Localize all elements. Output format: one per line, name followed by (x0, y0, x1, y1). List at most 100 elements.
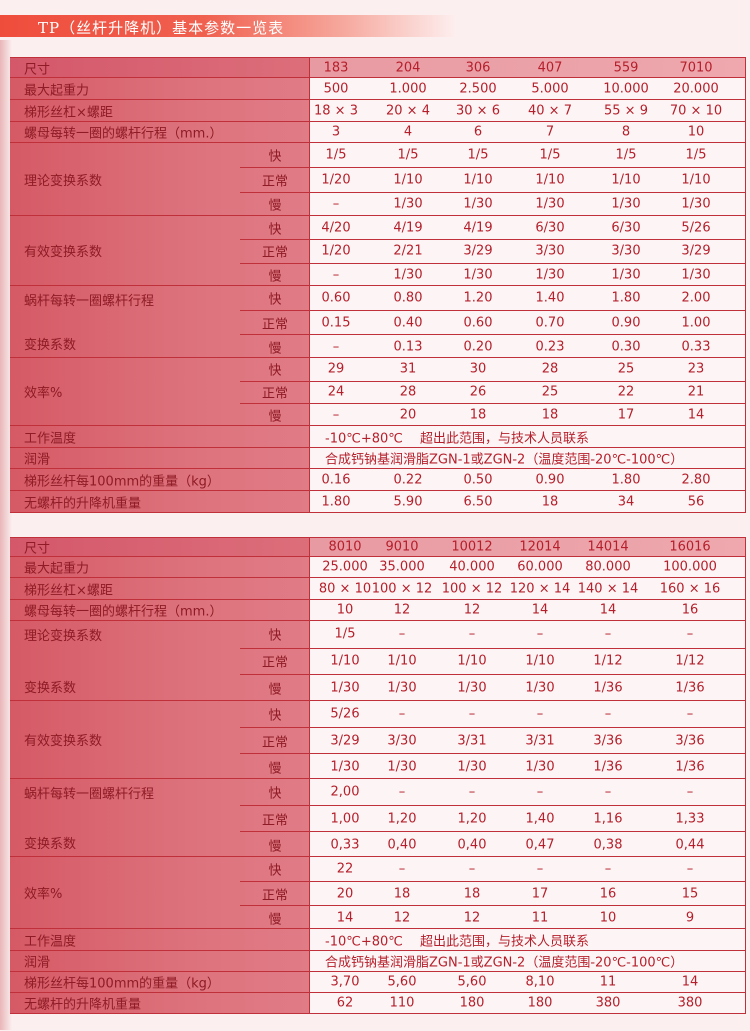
table-row: 工作温度 -10℃+80℃ 超出此范围，与技术人员联系 (10, 929, 745, 951)
sub-row: 正常 1/10 1/10 1/10 1/10 1/12 1/12 (240, 647, 745, 675)
value-cell: 1,40 (525, 811, 555, 826)
size-model: 407 (537, 60, 563, 75)
speed-label-cell: 慢 (240, 335, 310, 358)
value-cell: 25 (541, 384, 559, 400)
value-cell: 1/30 (393, 267, 423, 283)
table-row: 螺母每转一圈的螺杆行程（mm.） 3 4 6 7 8 10 (10, 122, 745, 143)
group-label-line: 效率% (24, 386, 63, 401)
speed-label-cell: 慢 (240, 832, 310, 857)
group-label: 蜗杆每转一圈螺杆行程 变换系数 (24, 783, 154, 852)
speed-label-cell: 正常 (240, 382, 310, 404)
speed-label: 慢 (268, 912, 282, 927)
value-cell: 3/29 (330, 733, 360, 748)
value-cell: 0.15 (321, 315, 351, 330)
sub-row: 慢 1/30 1/30 1/30 1/30 1/36 1/36 (240, 674, 745, 701)
group-label-line: 蜗杆每转一圈螺杆行程 (24, 787, 155, 802)
sub-row: 快 5/26 – – – – – (240, 701, 745, 727)
row-label: 润滑 (24, 452, 51, 468)
value-cell: 29 (327, 361, 345, 377)
row-values-cell: 80 × 10 100 × 12 100 × 12 120 × 14 140 × 14 1… (310, 578, 745, 599)
group-label-line: 有效变换系数 (24, 245, 103, 260)
speed-label-cell: 正常 (240, 728, 310, 753)
size-model: 14014 (587, 539, 629, 555)
value-cell: 16 (681, 602, 699, 618)
value-cell: – (468, 626, 476, 642)
value-cell: – (686, 784, 694, 800)
value-cell: – (604, 784, 612, 800)
value-cell: 0.40 (393, 315, 423, 330)
value-cell: 1/5 (334, 626, 356, 642)
value-cell: 1/10 (611, 172, 641, 188)
row-values-cell: 25.000 35.000 40.000 60.000 80.000 100.000 (310, 557, 745, 577)
value-cell: 1/5 (397, 147, 419, 163)
speed-label: 快 (268, 628, 282, 644)
value-cell: 14 (681, 974, 699, 990)
value-cell: 10 (687, 124, 705, 140)
value-cell: 28 (541, 361, 559, 377)
value-cell: – (686, 626, 694, 642)
row-label: 梯形丝杆每100mm的重量（kg） (24, 474, 220, 489)
value-cell: 55 × 9 (604, 103, 648, 118)
value-cell: 0.13 (393, 339, 423, 354)
group-label: 有效变换系数 (24, 220, 102, 281)
speed-label: 快 (268, 708, 282, 724)
table-row: 梯形丝杠×螺距 80 × 10 100 × 12 100 × 12 120 × 14 14… (10, 578, 745, 600)
speed-label: 慢 (268, 682, 282, 698)
table-row: 最大起重力 500 1.000 2.500 5.000 10.000 20.000 (10, 78, 745, 100)
speed-label: 慢 (268, 839, 282, 854)
value-cell: 17 (617, 407, 635, 423)
sub-row: 快 0.60 0.80 1.20 1.40 1.80 2.00 (240, 286, 745, 310)
value-cell: 1.000 (389, 81, 427, 96)
speed-label: 正常 (261, 317, 289, 332)
value-cell: 2.500 (459, 81, 497, 96)
table-row: 梯形丝杠×螺距 18 × 3 20 × 4 30 × 6 40 × 7 55 × 9 70 … (10, 100, 745, 122)
row-label: 无螺杆的升降机重量 (24, 997, 142, 1013)
value-cell: 0.23 (535, 339, 565, 354)
sub-row: 正常 0.15 0.40 0.60 0.70 0.90 1.00 (240, 310, 745, 334)
value-cell: 1/30 (463, 196, 493, 212)
value-cell: 180 (527, 995, 553, 1011)
row-label-cell: 螺母每转一圈的螺杆行程（mm.） (10, 600, 310, 620)
value-cell: 1/5 (615, 147, 637, 163)
value-cell: 3,70 (330, 974, 360, 990)
row-values-cell (310, 701, 745, 778)
value-cell: – (604, 626, 612, 642)
value-cell: 18 (463, 886, 481, 901)
value-cell: 0,38 (593, 837, 623, 852)
merged-value: 合成钙钠基润滑脂ZGN-1或ZGN-2（温度范围-20℃-100℃） (325, 955, 684, 971)
value-cell: 1/5 (539, 147, 561, 163)
row-label: 工作温度 (24, 934, 77, 949)
value-cell: 14 (687, 407, 705, 423)
value-cell: 18 (541, 494, 559, 509)
table-row: 理论变换系数 变换系数 快 1/5 – – – – – 正常 1/10 1/10 1/10 1/10 1/1… (10, 621, 745, 701)
value-cell: 120 × 14 (509, 581, 571, 596)
value-cell: 3/31 (525, 733, 555, 748)
row-label-cell: 最大起重力 (10, 78, 310, 99)
speed-label-cell: 快 (240, 621, 310, 648)
value-cell: 1/12 (593, 653, 623, 669)
value-cell: – (536, 706, 544, 722)
row-label: 梯形丝杠×螺距 (24, 105, 113, 120)
value-cell: 2.00 (681, 290, 711, 306)
group-label: 理论变换系数 (24, 147, 102, 211)
row-label-cell: 理论变换系数 (10, 143, 310, 215)
speed-label-cell: 正常 (240, 311, 310, 334)
value-cell: 17 (531, 886, 549, 901)
row-values-cell (310, 216, 745, 285)
value-cell: 1/36 (675, 680, 705, 696)
value-cell: 4/19 (463, 220, 493, 236)
value-cell: 5/26 (681, 220, 711, 236)
speed-label-cell: 正常 (240, 240, 310, 262)
speed-label-cell: 正常 (240, 168, 310, 191)
speed-label-cell: 快 (240, 286, 310, 310)
value-cell: 16 (599, 886, 617, 901)
value-cell: 3/30 (387, 733, 417, 748)
value-cell: 8,10 (525, 974, 555, 990)
merged-value: -10℃+80℃ 超出此范围，与技术人员联系 (325, 934, 589, 949)
value-cell: 8 (621, 124, 631, 140)
value-cell: 500 (323, 81, 349, 96)
value-cell: – (686, 706, 694, 722)
speed-label: 快 (268, 863, 282, 879)
row-label-cell: 蜗杆每转一圈螺杆行程 变换系数 (10, 779, 310, 856)
size-model: 306 (465, 60, 491, 75)
